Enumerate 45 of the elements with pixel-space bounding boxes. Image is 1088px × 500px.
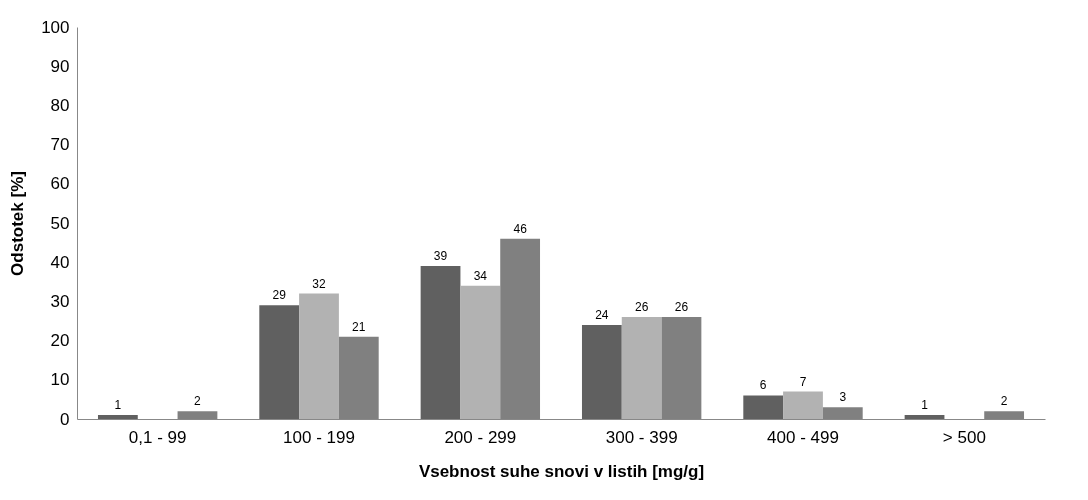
- data-label: 3: [839, 390, 847, 405]
- bar: [783, 391, 823, 419]
- bar: [420, 266, 461, 419]
- data-label: 6: [759, 378, 767, 393]
- x-tick-label: 200 - 299: [444, 427, 517, 447]
- data-label: 2: [194, 394, 202, 409]
- y-tick-label: 90: [50, 56, 70, 76]
- data-label: 26: [674, 300, 689, 315]
- y-tick-label: 10: [50, 370, 70, 390]
- y-tick-label: 100: [41, 17, 70, 37]
- data-label: 26: [634, 300, 649, 315]
- data-label: 32: [312, 276, 326, 291]
- x-tick-label: 0,1 - 99: [128, 427, 187, 447]
- data-label: 21: [352, 319, 366, 334]
- bar: [460, 285, 501, 419]
- data-label: 7: [799, 374, 807, 389]
- data-label: 1: [114, 398, 122, 413]
- x-tick-label: 300 - 399: [605, 427, 678, 447]
- bar: [97, 415, 138, 419]
- data-label: 1: [921, 398, 929, 413]
- bar: [743, 395, 784, 419]
- data-label: 46: [513, 221, 528, 236]
- data-label: 24: [595, 307, 609, 322]
- y-tick-label: 40: [50, 252, 70, 272]
- data-label: 39: [433, 249, 448, 264]
- x-tick-label: 100 - 199: [283, 427, 355, 447]
- y-tick-label: 30: [50, 291, 70, 311]
- data-label: 34: [473, 268, 488, 283]
- data-label: 29: [272, 288, 287, 303]
- y-tick-label: 0: [60, 409, 70, 429]
- bar: [904, 415, 945, 419]
- y-tick-label: 70: [50, 135, 70, 155]
- data-label: 2: [1000, 394, 1008, 409]
- x-tick-label: 400 - 499: [767, 427, 839, 447]
- y-axis-title: Odstotek [%]: [8, 171, 28, 276]
- x-tick-label: > 500: [942, 427, 986, 447]
- bar: [581, 324, 622, 419]
- y-tick-label: 80: [50, 95, 70, 115]
- bar: [259, 305, 300, 419]
- y-tick-label: 20: [50, 331, 70, 351]
- bar: [621, 317, 662, 419]
- bar: [299, 293, 339, 419]
- y-tick-label: 60: [50, 174, 70, 194]
- x-axis-title: Vsebnost suhe snovi v listih [mg/g]: [418, 461, 705, 481]
- y-tick-label: 50: [50, 213, 70, 233]
